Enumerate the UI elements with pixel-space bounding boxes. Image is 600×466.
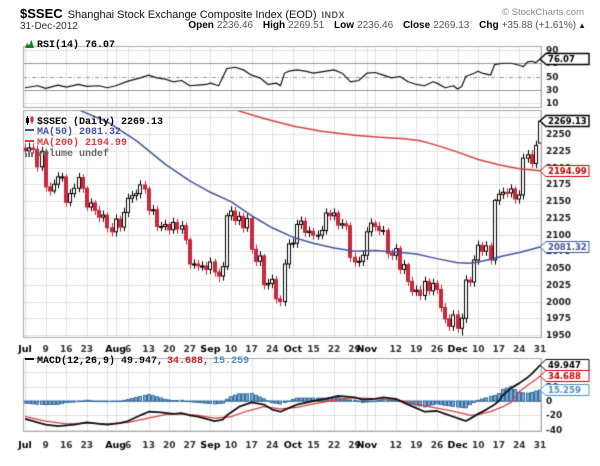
symbol-label: $SSEC bbox=[20, 6, 63, 21]
page-title: Shanghai Stock Exchange Composite Index … bbox=[67, 9, 317, 21]
open-value: 2236.46 bbox=[216, 20, 254, 31]
price-legend-volume-row: Volume undef bbox=[25, 149, 163, 160]
low-value: 2236.46 bbox=[357, 20, 394, 31]
rsi-legend-label: RSI(14) 76.07 bbox=[37, 40, 116, 51]
volume-legend-label: Volume undef bbox=[37, 149, 110, 160]
macd-legend: MACD(12,26,9) 49.947, 34.688, 15.259 bbox=[25, 356, 249, 367]
price-legend-symbol-row: $SSEC (Daily) 2269.13 bbox=[25, 116, 164, 128]
open-label: Open bbox=[188, 20, 214, 31]
high-label: High bbox=[262, 20, 286, 31]
rsi-indicator-icon bbox=[25, 40, 34, 48]
rsi-legend: RSI(14) 76.07 bbox=[25, 39, 115, 51]
ma200-legend-label: MA(200) 2194.99 bbox=[37, 138, 128, 149]
ma200-line-swatch bbox=[25, 140, 34, 142]
macd-signal-value: 34.688, bbox=[167, 356, 210, 367]
low-label: Low bbox=[334, 20, 355, 31]
ma50-legend-label: MA(50) 2081.32 bbox=[37, 127, 122, 138]
close-label: Close bbox=[402, 20, 431, 31]
chg-label: Chg bbox=[479, 20, 499, 31]
candlestick-icon bbox=[26, 116, 34, 125]
up-triangle-icon: ▲ bbox=[578, 21, 586, 30]
quote-row: Open 2236.46 High 2269.51 Low 2236.46 Close… bbox=[188, 20, 586, 31]
exchange-label: INDX bbox=[321, 10, 346, 20]
ma50-line-swatch bbox=[25, 129, 34, 131]
macd-line-swatch bbox=[25, 358, 34, 360]
macd-hist-value: 15.259 bbox=[213, 356, 250, 367]
high-value: 2269.51 bbox=[288, 20, 325, 31]
price-legend-ma50-row: MA(50) 2081.32 bbox=[25, 127, 163, 138]
quote-date: 31-Dec-2012 bbox=[20, 21, 78, 32]
price-legend-ma200-row: MA(200) 2194.99 bbox=[25, 138, 163, 149]
price-legend: $SSEC (Daily) 2269.13 MA(50) 2081.32 MA(… bbox=[25, 116, 163, 160]
close-value: 2269.13 bbox=[433, 20, 470, 31]
price-legend-symbol: $SSEC (Daily) 2269.13 bbox=[37, 117, 164, 128]
copyright-label: © StockCharts.com bbox=[502, 7, 584, 18]
chg-value: +35.88 (+1.61%) bbox=[501, 20, 577, 31]
macd-legend-label: MACD(12,26,9) bbox=[37, 356, 116, 367]
volume-bars-icon bbox=[25, 150, 33, 157]
chart-header: $SSEC Shanghai Stock Exchange Composite I… bbox=[20, 5, 345, 23]
macd-value: 49.947, bbox=[121, 356, 164, 367]
